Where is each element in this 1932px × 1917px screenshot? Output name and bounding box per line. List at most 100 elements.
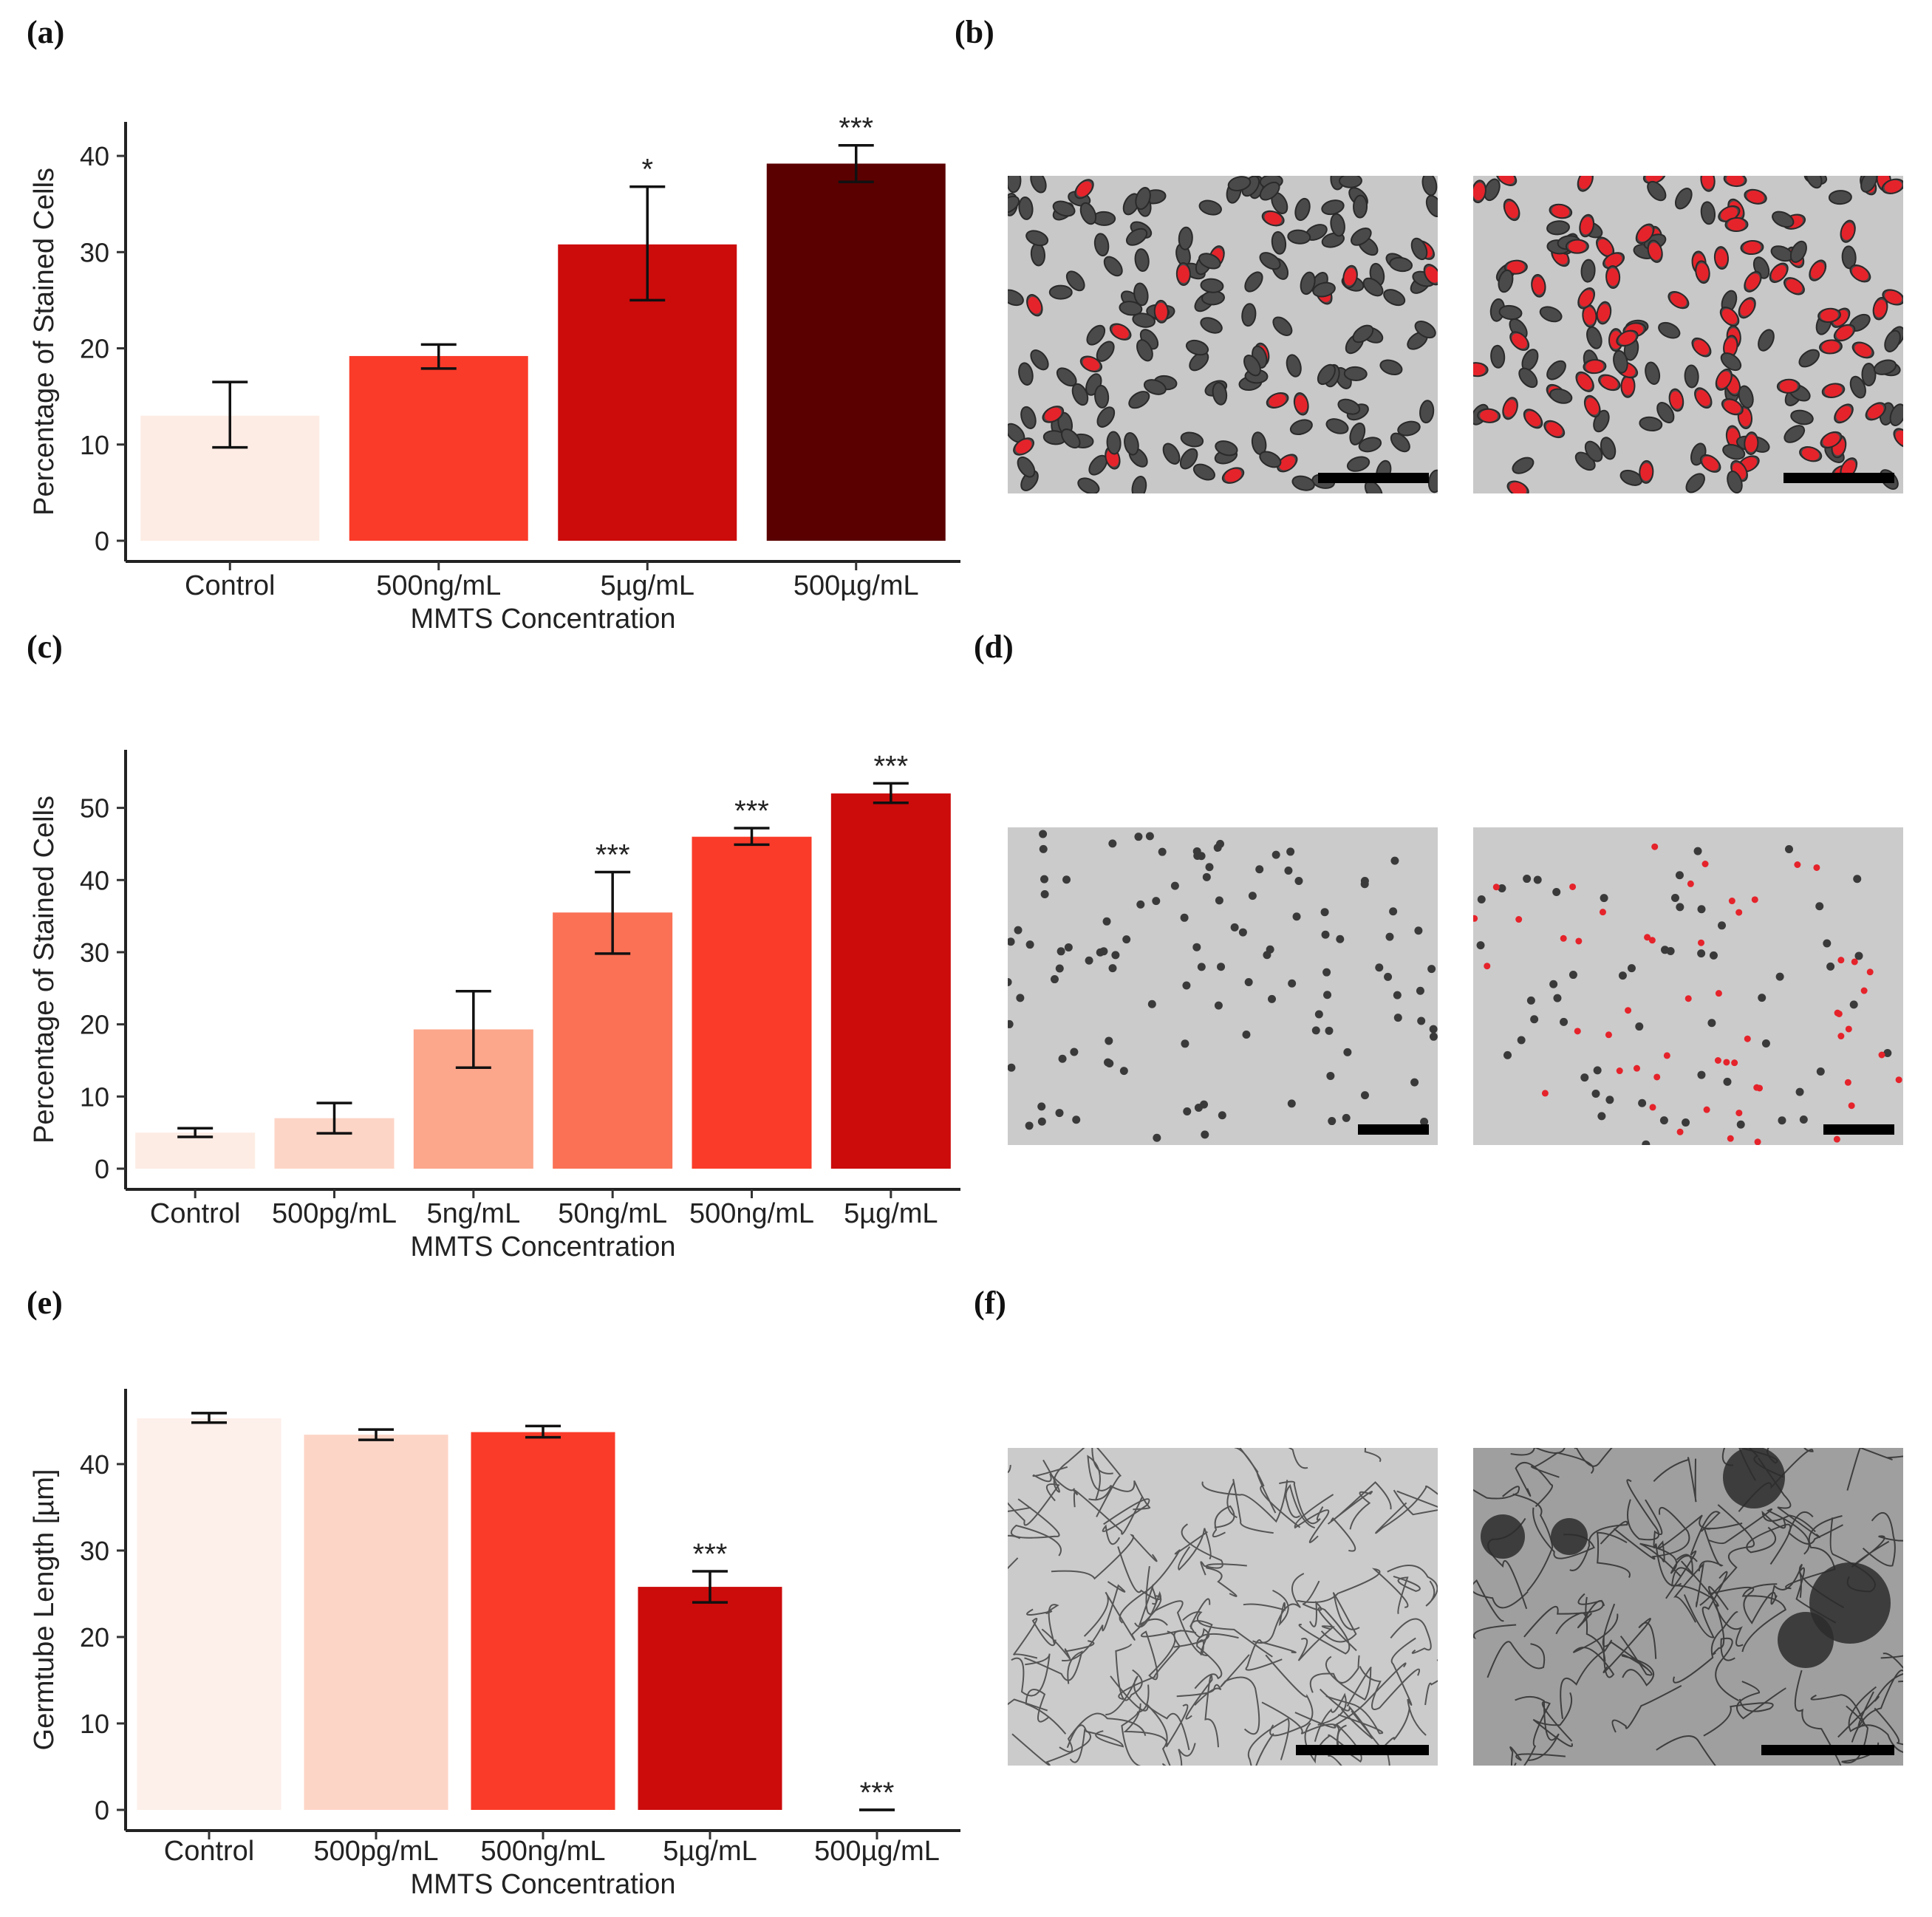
- hypha: [1265, 1654, 1314, 1737]
- hypha: [1252, 1573, 1305, 1644]
- y-tick-label: 30: [80, 937, 109, 968]
- hypha: [1703, 1698, 1774, 1737]
- y-axis-title: Germtube Length [µm]: [29, 1469, 60, 1751]
- hypha: [1708, 1586, 1744, 1647]
- y-tick-label: 0: [95, 1154, 109, 1184]
- y-tick-label: 40: [80, 865, 109, 895]
- spore: [1317, 363, 1336, 386]
- spore: [1125, 228, 1148, 246]
- spore: [1017, 456, 1036, 478]
- stained-spore: [1505, 201, 1518, 219]
- y-tick-label: 10: [80, 1709, 109, 1739]
- spore: [1758, 329, 1775, 352]
- cell: [1311, 1026, 1320, 1035]
- spore: [1079, 202, 1097, 225]
- spore: [1789, 240, 1807, 263]
- hypha: [1325, 1695, 1384, 1735]
- cell: [1517, 1036, 1526, 1045]
- hypha: [1012, 1618, 1057, 1659]
- hypha: [1091, 1448, 1122, 1517]
- cell: [1064, 943, 1073, 951]
- spore: [1077, 477, 1100, 493]
- cell: [1549, 980, 1558, 988]
- cell: [1202, 872, 1211, 881]
- cell: [1593, 1066, 1602, 1075]
- stained-spore: [1779, 380, 1798, 392]
- stained-spore: [1746, 273, 1760, 290]
- bar: [830, 793, 951, 1169]
- hypha: [1645, 1499, 1682, 1587]
- spore: [1094, 384, 1110, 409]
- hypha: [1309, 1655, 1360, 1693]
- stained-spore: [1344, 267, 1356, 286]
- cell: [1883, 1048, 1892, 1057]
- hypha: [1515, 1695, 1560, 1761]
- hypha: [1673, 1611, 1738, 1684]
- cell: [1288, 979, 1297, 988]
- micrograph-canvas: [1008, 1448, 1438, 1766]
- hypha: [1785, 1515, 1843, 1590]
- x-tick-label: Control: [150, 1198, 241, 1229]
- spore: [1645, 361, 1661, 385]
- hypha: [1011, 1653, 1051, 1697]
- cell: [1287, 1099, 1296, 1108]
- cell: [1192, 847, 1201, 855]
- cell: [1823, 939, 1832, 948]
- cell: [1284, 866, 1293, 875]
- stained-cell: [1731, 1059, 1738, 1067]
- hypha: [1245, 1639, 1297, 1671]
- cell: [1292, 912, 1301, 921]
- stained-spore: [1810, 262, 1825, 279]
- stained-spore: [1425, 266, 1438, 283]
- hypha: [1770, 1563, 1845, 1609]
- cell: [1322, 968, 1331, 977]
- hypha: [1008, 1483, 1060, 1526]
- spore: [1134, 248, 1150, 272]
- spore: [1008, 289, 1024, 307]
- cell: [1761, 1039, 1770, 1048]
- spore: [1873, 359, 1897, 375]
- cell: [1182, 981, 1191, 990]
- cell: [1605, 1096, 1614, 1104]
- panel-label-f: (f): [974, 1285, 1006, 1321]
- hypha: [1117, 1546, 1161, 1628]
- cell: [1147, 999, 1156, 1008]
- spore: [1353, 194, 1368, 219]
- cell: [1560, 1017, 1569, 1026]
- spore: [1192, 463, 1215, 481]
- hypha: [1569, 1520, 1628, 1571]
- cell: [1099, 947, 1108, 956]
- spore: [1337, 398, 1361, 415]
- cell: [1569, 971, 1577, 980]
- hypha: [1083, 1591, 1162, 1641]
- hypha: [1707, 1508, 1810, 1555]
- bar: [135, 1132, 256, 1169]
- hypha: [1359, 1666, 1421, 1710]
- cell: [1693, 847, 1702, 855]
- cell: [1385, 932, 1394, 941]
- hyphal-cluster: [1551, 1518, 1588, 1555]
- spore: [1259, 252, 1281, 270]
- panel-label-c: (c): [27, 629, 63, 665]
- cell: [1320, 908, 1329, 917]
- cell: [1410, 1078, 1419, 1087]
- spore: [1498, 304, 1523, 321]
- spore: [1020, 406, 1037, 429]
- stained-cell: [1633, 1065, 1640, 1072]
- cell: [1039, 830, 1048, 838]
- stained-spore: [1512, 333, 1527, 349]
- stained-cell: [1714, 1056, 1721, 1064]
- cell: [1416, 986, 1424, 995]
- spore: [1390, 432, 1410, 453]
- hypha: [1173, 1598, 1211, 1648]
- spore: [1600, 437, 1617, 460]
- cell: [1417, 1016, 1426, 1025]
- stained-cell: [1574, 1028, 1581, 1035]
- spore: [1860, 176, 1878, 193]
- spore: [1700, 201, 1716, 225]
- spore: [1289, 419, 1313, 436]
- spore: [1287, 229, 1311, 245]
- stained-cell: [1727, 1135, 1734, 1142]
- hypha: [1285, 1483, 1316, 1529]
